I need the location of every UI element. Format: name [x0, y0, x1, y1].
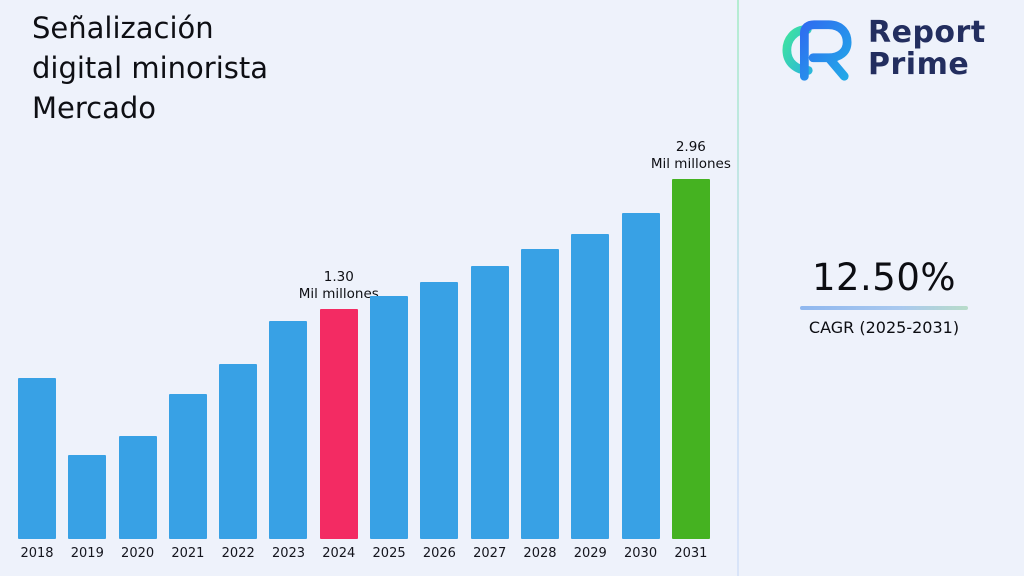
cagr-value: 12.50%	[811, 256, 957, 299]
bar-2024	[319, 309, 358, 539]
x-axis-label-2028: 2028	[523, 546, 557, 561]
cagr-label: CAGR (2025-2031)	[808, 318, 960, 337]
brand-wordmark: Report Prime	[868, 14, 986, 82]
bar-column-2028: 2028	[520, 249, 559, 561]
x-axis-label-2025: 2025	[372, 546, 406, 561]
page-title: Señalización digital minorista Mercado	[32, 8, 268, 128]
bar-chart: 2018 2019 2020 2021 2022 2023 1.30 Mil millones…	[18, 139, 731, 561]
bar-column-2031: 2.96 Mil millones 2031	[651, 139, 731, 561]
bar-2018	[18, 378, 56, 539]
bar-2027	[470, 266, 509, 539]
bar-column-2022: 2022	[219, 364, 258, 561]
bar-2020	[118, 436, 157, 539]
bar-annotation-2031: 2.96 Mil millones	[650, 138, 731, 173]
title-line-1: Señalización	[32, 11, 214, 45]
x-axis-label-2030: 2030	[624, 546, 658, 561]
bar-2030	[621, 213, 660, 539]
bar-2026	[420, 282, 459, 539]
bar-column-2019: 2019	[68, 455, 107, 561]
report-prime-logo-icon	[778, 14, 856, 84]
x-axis-label-2020: 2020	[121, 546, 155, 561]
bar-column-2018: 2018	[18, 378, 56, 561]
bar-2025	[370, 296, 409, 539]
x-axis-label-2026: 2026	[422, 546, 456, 561]
bar-column-2025: 2025	[370, 296, 409, 561]
x-axis-label-2018: 2018	[20, 546, 54, 561]
x-axis-label-2027: 2027	[473, 546, 507, 561]
bar-column-2023: 2023	[269, 321, 308, 561]
cagr-block: 12.50% CAGR (2025-2031)	[800, 256, 968, 337]
title-line-3: Mercado	[32, 91, 157, 126]
x-axis-label-2024: 2024	[322, 546, 356, 561]
bar-2029	[571, 234, 610, 539]
bar-column-2030: 2030	[621, 213, 660, 561]
cagr-underline	[800, 306, 968, 310]
bar-2023	[269, 321, 308, 539]
bar-2028	[520, 249, 559, 539]
title-line-2: digital minorista	[32, 51, 269, 86]
bar-2031	[671, 179, 710, 539]
bar-column-2020: 2020	[118, 436, 157, 561]
bar-annotation-2024: 1.30 Mil millones	[298, 268, 379, 303]
brand-word-report: Report	[868, 14, 986, 50]
x-axis-label-2021: 2021	[171, 546, 205, 561]
bar-column-2029: 2029	[571, 234, 610, 561]
x-axis-label-2019: 2019	[70, 546, 104, 561]
x-axis-label-2023: 2023	[271, 546, 306, 561]
bar-2019	[68, 455, 107, 539]
x-axis-label-2031: 2031	[674, 546, 708, 561]
x-axis-label-2022: 2022	[221, 546, 255, 561]
bar-2022	[219, 364, 258, 539]
brand-logo: Report Prime	[778, 14, 986, 84]
bar-column-2021: 2021	[168, 394, 207, 561]
bar-column-2027: 2027	[470, 266, 509, 561]
bar-column-2026: 2026	[420, 282, 459, 561]
brand-word-prime: Prime	[868, 47, 970, 82]
x-axis-label-2029: 2029	[573, 546, 607, 561]
vertical-divider	[737, 0, 739, 576]
bar-column-2024: 1.30 Mil millones 2024	[299, 269, 379, 561]
bar-2021	[168, 394, 207, 539]
